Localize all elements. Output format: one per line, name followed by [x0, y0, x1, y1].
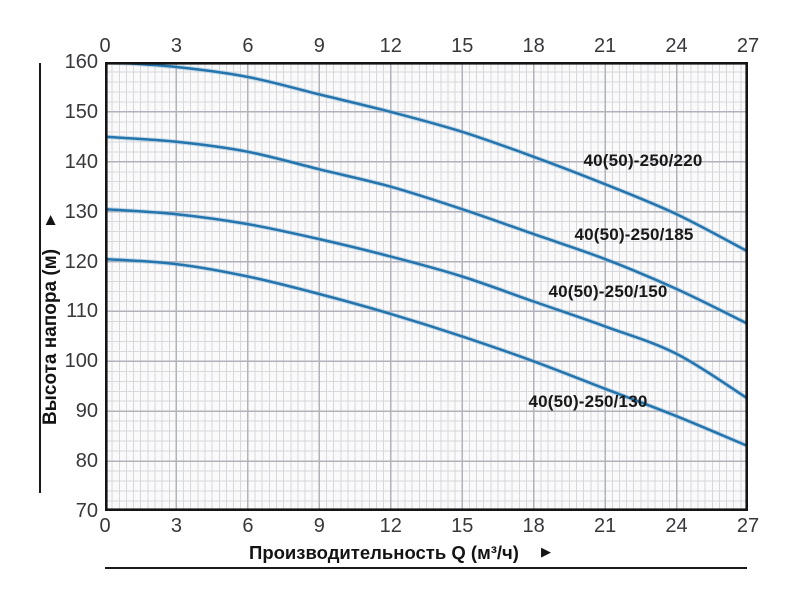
curve-40(50)-250/130: [105, 257, 748, 448]
curve-label-130: 40(50)-250/130: [528, 392, 648, 411]
x-axis-underline: [105, 567, 747, 570]
curve-40(50)-250/185: [105, 135, 748, 326]
x-tick-label-bottom: 3: [170, 515, 182, 537]
y-tick-label: 70: [75, 500, 98, 522]
x-tick-label-bottom: 9: [313, 515, 325, 537]
curve-label-185: 40(50)-250/185: [574, 225, 694, 244]
y-axis-title: Высота напора (м) ▶: [40, 215, 62, 425]
x-tick-label-top: 0: [99, 35, 111, 57]
x-tick-label-bottom: 6: [242, 515, 254, 537]
x-axis-arrow-icon: ▶: [540, 545, 551, 560]
y-tick-label: 150: [64, 100, 98, 123]
plot-area: [105, 62, 748, 511]
x-tick-label-bottom: 24: [665, 515, 688, 537]
curve-label-220: 40(50)-250/220: [583, 151, 703, 170]
y-tick-label: 120: [64, 250, 98, 273]
x-tick-label-top: 27: [736, 35, 760, 57]
x-tick-label-bottom: 27: [736, 515, 760, 537]
x-axis-title: Производительность Q (м³/ч) ▶: [249, 542, 551, 564]
x-tick-label-top: 24: [665, 35, 688, 57]
y-tick-label: 80: [75, 450, 98, 473]
y-axis-arrow-icon: ▶: [43, 214, 58, 225]
curve-40(50)-250/220: [105, 62, 748, 253]
y-axis-title-text: Высота напора (м): [40, 248, 61, 426]
x-tick-label-bottom: 15: [451, 515, 474, 537]
grid-major: [105, 62, 748, 511]
x-tick-label-top: 9: [313, 35, 325, 57]
x-tick-label-bottom: 0: [99, 515, 111, 537]
y-tick-label: 100: [64, 350, 98, 373]
grid-minor: [105, 62, 748, 511]
x-tick-label-top: 3: [170, 35, 182, 57]
y-axis-sideline: [39, 63, 42, 493]
x-tick-label-top: 15: [451, 35, 474, 57]
curve-label-150: 40(50)-250/150: [548, 282, 668, 301]
x-tick-label-bottom: 21: [593, 515, 617, 537]
y-tick-label: 110: [66, 300, 98, 323]
x-tick-label-top: 21: [593, 35, 617, 57]
x-tick-label-top: 12: [379, 35, 402, 57]
x-tick-label-top: 6: [242, 35, 254, 57]
x-tick-label-bottom: 18: [522, 515, 545, 537]
x-axis-title-text: Производительность Q (м³/ч): [249, 542, 519, 563]
y-tick-label: 160: [64, 51, 98, 73]
y-tick-label: 90: [75, 400, 98, 423]
curve-40(50)-250/150: [105, 207, 748, 401]
x-tick-label-top: 18: [522, 35, 545, 57]
y-tick-label: 130: [64, 200, 98, 223]
x-tick-label-bottom: 12: [379, 515, 402, 537]
y-tick-label: 140: [64, 150, 98, 173]
plot-frame: [105, 62, 748, 511]
